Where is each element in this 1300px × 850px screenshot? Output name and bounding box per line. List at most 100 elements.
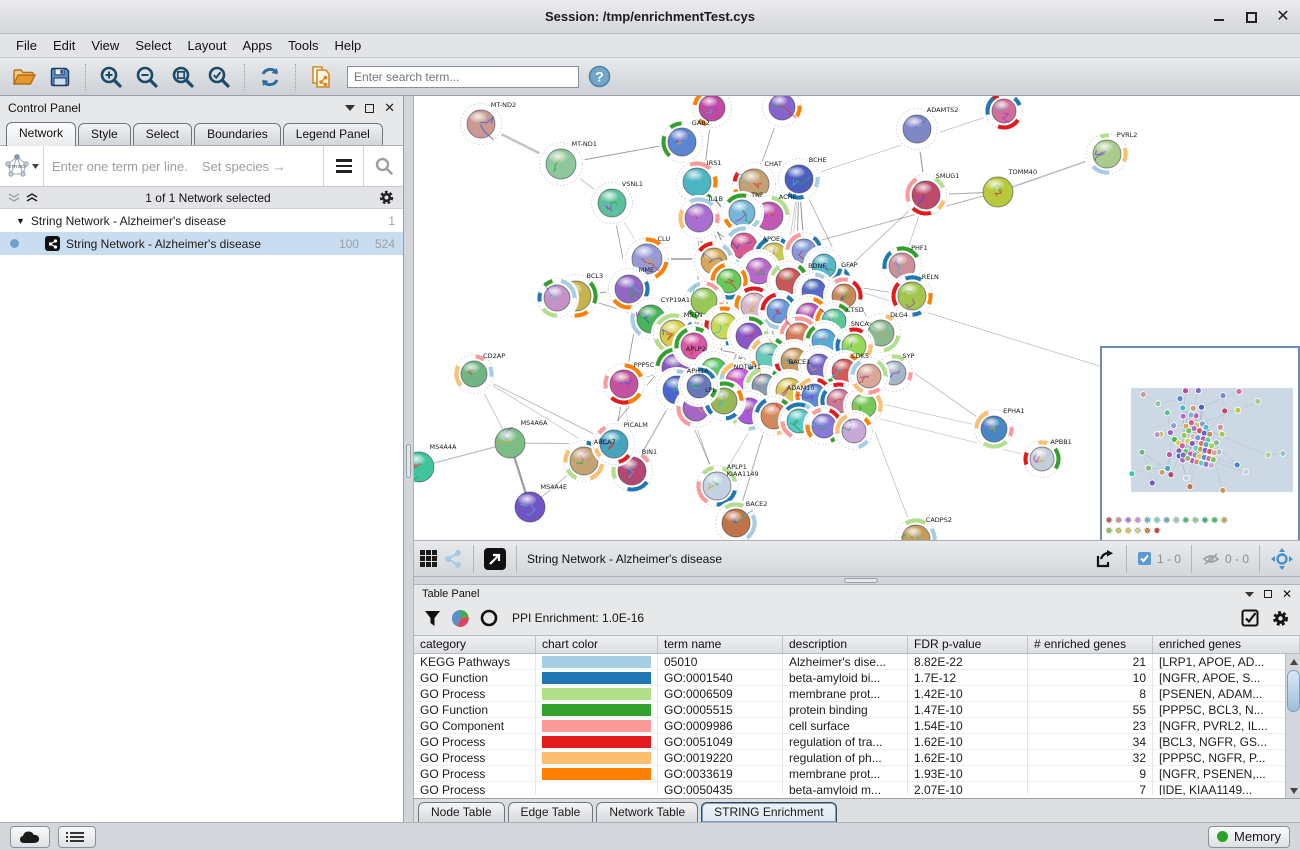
tab-style[interactable]: Style: [78, 123, 131, 145]
tab-string-enrichment[interactable]: STRING Enrichment: [701, 802, 837, 822]
birdseye-view[interactable]: [1100, 346, 1300, 540]
cloud-status-button[interactable]: [10, 825, 50, 848]
grid-view-icon[interactable]: [420, 550, 437, 567]
float-panel-icon[interactable]: [1263, 590, 1272, 598]
network-node[interactable]: [535, 276, 579, 320]
menu-item-edit[interactable]: Edit: [52, 38, 76, 53]
collapse-all-icon[interactable]: [8, 192, 20, 203]
table-row[interactable]: GO Process GO:0019220 regulation of ph... 1…: [414, 750, 1300, 766]
filter-icon[interactable]: [424, 610, 441, 627]
network-node[interactable]: [813, 300, 855, 342]
network-node[interactable]: [1084, 131, 1130, 177]
column-header-term-name[interactable]: term name: [658, 636, 783, 654]
menu-item-file[interactable]: File: [16, 38, 37, 53]
network-node[interactable]: [752, 394, 796, 438]
network-node[interactable]: [833, 410, 875, 452]
tab-edge-table[interactable]: Edge Table: [507, 802, 594, 822]
table-scrollbar[interactable]: [1285, 654, 1300, 798]
network-node[interactable]: [514, 491, 546, 523]
network-node[interactable]: [606, 266, 652, 312]
search-input[interactable]: [347, 65, 579, 88]
menu-item-apps[interactable]: Apps: [242, 38, 273, 53]
column-header-fdr-p-value[interactable]: FDR p-value: [908, 636, 1028, 654]
column-header-enriched-genes[interactable]: enriched genes: [1153, 636, 1300, 654]
network-node[interactable]: [601, 361, 647, 407]
network-node[interactable]: [678, 365, 720, 407]
tab-network[interactable]: Network: [6, 122, 77, 146]
selected-checkbox-icon[interactable]: [1137, 551, 1152, 566]
menu-item-view[interactable]: View: [91, 38, 120, 53]
network-node[interactable]: [972, 407, 1016, 451]
table-row[interactable]: GO Process GO:0033619 membrane prot... 1.93…: [414, 766, 1300, 782]
network-canvas[interactable]: MT-ND2 MT-ND1 VSNL1 GAB2 IRS1 CHAT BCHE ACHE IL1…: [414, 96, 1300, 541]
menu-item-tools[interactable]: Tools: [288, 38, 319, 53]
network-node[interactable]: [537, 140, 585, 188]
clone-network-button[interactable]: [305, 62, 337, 92]
zoom-in-button[interactable]: [95, 62, 127, 92]
network-node[interactable]: [730, 160, 778, 208]
task-list-button[interactable]: [58, 825, 96, 848]
menu-item-help[interactable]: Help: [334, 38, 362, 53]
network-tree-root-row[interactable]: ▼ String Network - Alzheimer's disease 1: [0, 209, 403, 232]
table-row[interactable]: GO Process GO:0006509 membrane prot... 1.42…: [414, 686, 1300, 702]
ring-chart-icon[interactable]: [480, 609, 498, 627]
scrollbar-thumb[interactable]: [1287, 670, 1300, 712]
set-species-label[interactable]: Set species →: [201, 158, 286, 174]
table-row[interactable]: GO Function GO:0001540 beta-amyloid bi... 1…: [414, 670, 1300, 686]
network-node[interactable]: [760, 96, 804, 129]
close-button[interactable]: ✕: [1276, 8, 1290, 25]
network-node[interactable]: [1021, 438, 1063, 480]
gear-icon[interactable]: [378, 189, 395, 206]
table-row[interactable]: GO Function GO:0005515 protein binding 1.47…: [414, 702, 1300, 718]
column-header-enriched-genes[interactable]: # enriched genes: [1028, 636, 1153, 654]
open-session-button[interactable]: [8, 62, 40, 92]
network-node[interactable]: [659, 119, 705, 165]
network-node[interactable]: [452, 352, 496, 396]
settings-gear-icon[interactable]: [1271, 609, 1290, 628]
string-logo-icon[interactable]: STRING: [0, 146, 44, 186]
table-header-row[interactable]: category chart color term name description F…: [414, 636, 1300, 654]
tab-network-table[interactable]: Network Table: [596, 802, 699, 822]
network-node[interactable]: [458, 101, 504, 147]
minimize-button[interactable]: [1212, 10, 1226, 24]
network-node[interactable]: [893, 516, 939, 542]
network-node[interactable]: [589, 180, 635, 226]
string-options-button[interactable]: [323, 146, 363, 186]
maximize-button[interactable]: [1244, 10, 1258, 24]
network-node[interactable]: [983, 96, 1025, 132]
network-node[interactable]: [676, 195, 722, 241]
memory-button[interactable]: Memory: [1208, 825, 1290, 848]
column-header-description[interactable]: description: [783, 636, 908, 654]
table-row[interactable]: KEGG Pathways 05010 Alzheimer's dise... 8.8…: [414, 654, 1300, 670]
scroll-up-icon[interactable]: [1287, 655, 1300, 668]
table-row[interactable]: GO Process GO:0051049 regulation of tra...…: [414, 734, 1300, 750]
string-search-button[interactable]: [363, 146, 403, 186]
network-node[interactable]: [848, 355, 890, 397]
hidden-eye-icon[interactable]: [1202, 552, 1220, 566]
network-node[interactable]: [494, 426, 526, 459]
tab-boundaries[interactable]: Boundaries: [194, 123, 281, 145]
tree-expand-icon[interactable]: ▼: [16, 215, 25, 226]
refresh-button[interactable]: [254, 62, 286, 92]
panel-menu-icon[interactable]: [1244, 591, 1254, 597]
network-node[interactable]: [776, 156, 822, 202]
zoom-fit-button[interactable]: [167, 62, 199, 92]
zoom-selected-button[interactable]: [203, 62, 235, 92]
tab-node-table[interactable]: Node Table: [418, 802, 505, 822]
pie-chart-icon[interactable]: [451, 609, 470, 628]
expand-all-icon[interactable]: [26, 192, 38, 203]
network-node[interactable]: [894, 106, 940, 152]
menu-item-select[interactable]: Select: [135, 38, 172, 53]
float-panel-icon[interactable]: [365, 103, 375, 113]
network-node[interactable]: [414, 451, 435, 483]
network-node[interactable]: [889, 273, 935, 319]
network-node[interactable]: [674, 159, 720, 205]
scroll-down-icon[interactable]: [1287, 784, 1300, 797]
string-query-input[interactable]: Enter one term per line. Set species →: [52, 158, 286, 174]
column-header-chart-color[interactable]: chart color: [536, 636, 658, 654]
menu-item-layout[interactable]: Layout: [187, 38, 227, 53]
network-node[interactable]: [591, 421, 637, 467]
network-node[interactable]: [694, 463, 740, 509]
pan-navigator-icon[interactable]: [1270, 547, 1294, 571]
open-in-window-button[interactable]: [484, 547, 506, 570]
